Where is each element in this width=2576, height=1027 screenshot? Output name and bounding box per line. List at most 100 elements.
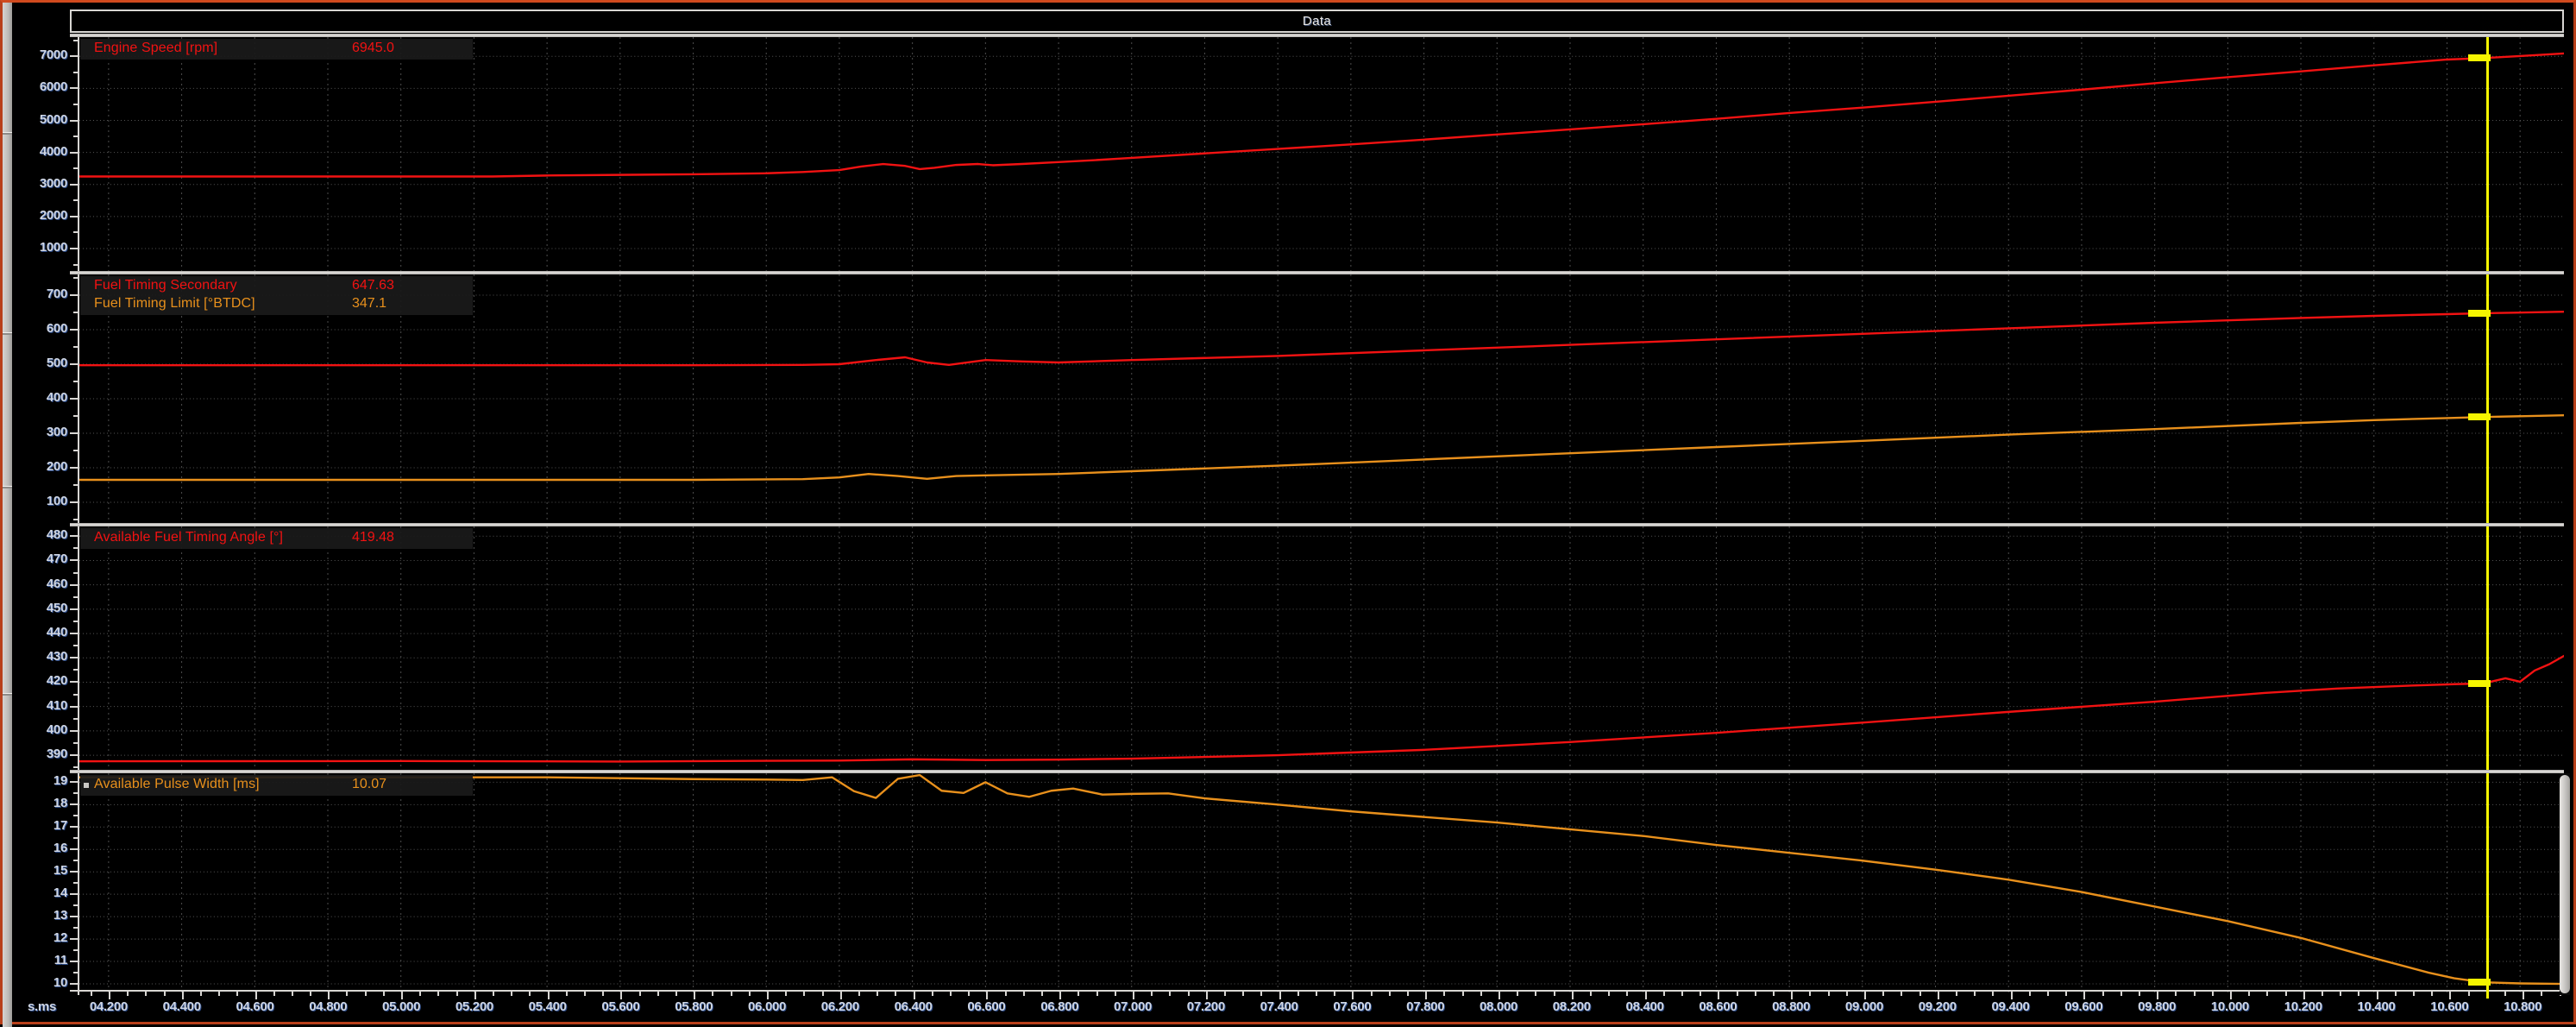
splitter-nub[interactable]: [3, 332, 12, 335]
x-axis-tick: [1937, 992, 1939, 999]
legend-row[interactable]: Engine Speed [rpm] 6945.0: [80, 40, 473, 58]
legend-row[interactable]: Available Fuel Timing Angle [°] 419.48: [80, 529, 473, 547]
x-axis-minor-tick: [199, 992, 202, 996]
x-axis-tick-label: 07.600: [1333, 999, 1372, 1014]
time-cursor-line[interactable]: [2485, 37, 2489, 271]
y-tick-mark: [70, 681, 79, 684]
x-axis-tick: [1059, 992, 1062, 999]
x-axis-tick: [1205, 992, 1208, 999]
cursor-value-marker: [2467, 54, 2491, 62]
y-axis-tick-label: 3000: [39, 175, 67, 191]
time-cursor-line[interactable]: [2485, 274, 2489, 523]
y-minor-tick-mark: [73, 199, 79, 202]
y-minor-tick-mark: [73, 669, 79, 671]
plot-area-fuel-timing[interactable]: [79, 274, 2564, 523]
legend-channel-name: Available Pulse Width [ms]: [94, 777, 260, 791]
x-axis-tick: [181, 992, 184, 999]
legend-channel-name: Fuel Timing Limit [°BTDC]: [94, 296, 255, 311]
x-axis-tick: [328, 992, 330, 999]
splitter-nub[interactable]: [3, 486, 12, 488]
graph-panel-available-fuel-timing-angle[interactable]: 390 400 410 420 430 440 450 460 470 480 Available …: [12, 523, 2571, 770]
panel-splitter-rail[interactable]: [3, 3, 12, 1027]
x-axis-minor-tick: [1974, 992, 1976, 996]
x-axis-tick: [2229, 992, 2232, 999]
plot-area-available-pulse-width[interactable]: [79, 773, 2564, 995]
vertical-scrollbar[interactable]: [2560, 773, 2570, 995]
legend-fuel-timing[interactable]: Fuel Timing Secondary 647.63 Fuel Timing L…: [80, 276, 473, 315]
panel-divider[interactable]: [70, 523, 2564, 526]
x-axis-minor-tick: [821, 992, 824, 996]
x-axis-tick: [1425, 992, 1428, 999]
scrollbar-thumb[interactable]: [2560, 775, 2570, 993]
panel-divider[interactable]: [70, 770, 2564, 773]
plot-area-available-fuel-timing-angle[interactable]: [79, 526, 2564, 770]
x-axis-minor-tick: [127, 992, 129, 996]
x-axis-tick: [839, 992, 842, 999]
legend-channel-value: 647.63: [352, 278, 394, 293]
x-axis-tick: [2303, 992, 2305, 999]
x-axis-minor-tick: [1242, 992, 1245, 996]
graph-panel-fuel-timing[interactable]: 100 200 300 400 500 600 700 Fuel Timing Seconda…: [12, 271, 2571, 523]
legend-available-pulse-width[interactable]: Available Pulse Width [ms] 10.07: [80, 775, 473, 796]
y-axis-engine-speed: 1000 2000 3000 4000 5000 6000 7000: [12, 37, 79, 271]
graph-panel-engine-speed[interactable]: 1000 2000 3000 4000 5000 6000 7000 Engine Speed…: [12, 34, 2571, 271]
x-axis-minor-tick: [657, 992, 659, 996]
x-axis-tick-label: 05.200: [455, 999, 493, 1014]
x-axis-minor-tick: [895, 992, 897, 996]
legend-channel-name: Fuel Timing Secondary: [94, 278, 237, 293]
y-tick-mark: [70, 183, 79, 186]
panel-divider[interactable]: [70, 34, 2564, 37]
x-axis-minor-tick: [730, 992, 732, 996]
x-axis-minor-tick: [236, 992, 239, 996]
legend-engine-speed[interactable]: Engine Speed [rpm] 6945.0: [80, 39, 473, 60]
y-axis-tick-label: 6000: [39, 79, 67, 95]
series-line: [79, 311, 2564, 367]
splitter-nub[interactable]: [3, 693, 12, 696]
x-axis-minor-tick: [1041, 992, 1044, 996]
x-axis-minor-tick: [1589, 992, 1592, 996]
y-tick-mark: [70, 535, 79, 538]
x-axis-tick: [2376, 992, 2378, 999]
legend-available-fuel-timing-angle[interactable]: Available Fuel Timing Angle [°] 419.48: [80, 528, 473, 549]
x-axis-minor-tick: [1096, 992, 1098, 996]
splitter-nub[interactable]: [3, 132, 12, 135]
y-minor-tick-mark: [73, 717, 79, 720]
x-axis-tick: [1791, 992, 1794, 999]
x-axis-minor-tick: [2028, 992, 2031, 996]
x-axis-minor-tick: [2412, 992, 2415, 996]
y-axis-tick-label: 410: [46, 697, 67, 713]
y-tick-mark: [70, 657, 79, 659]
y-axis-tick-label: 100: [46, 494, 67, 508]
plot-area-engine-speed[interactable]: [79, 37, 2564, 271]
panel-divider[interactable]: [70, 271, 2564, 274]
y-axis-tick-label: 400: [46, 390, 67, 405]
x-axis-tick: [474, 992, 476, 999]
x-axis-minor-tick: [437, 992, 440, 996]
y-minor-tick-mark: [73, 231, 79, 234]
legend-row[interactable]: Available Pulse Width [ms] 10.07: [80, 776, 473, 794]
time-cursor-line[interactable]: [2485, 773, 2489, 995]
y-minor-tick-mark: [73, 547, 79, 550]
x-axis-tick-label: 08.000: [1479, 999, 1518, 1014]
legend-row[interactable]: Fuel Timing Secondary 647.63: [80, 277, 473, 295]
legend-row[interactable]: Fuel Timing Limit [°BTDC] 347.1: [80, 295, 473, 313]
x-axis-tick-label: 07.800: [1406, 999, 1445, 1014]
y-minor-tick-mark: [73, 415, 79, 417]
y-minor-tick-mark: [73, 135, 79, 138]
x-axis-minor-tick: [1169, 992, 1172, 996]
x-axis-minor-tick: [2102, 992, 2104, 996]
x-axis-minor-tick: [1845, 992, 1848, 996]
y-minor-tick-mark: [73, 645, 79, 647]
x-axis-unit-label: s.ms: [28, 999, 56, 1014]
x-axis-minor-tick: [1919, 992, 1921, 996]
time-cursor-line[interactable]: [2485, 526, 2489, 770]
y-axis-tick-label: 10: [53, 975, 67, 991]
series-line: [79, 654, 2564, 763]
x-axis-minor-tick: [1827, 992, 1830, 996]
y-axis-tick-label: 13: [53, 908, 67, 923]
graph-panel-available-pulse-width[interactable]: 10 11 12 13 14 15 16 17 18 19 Available Pulse Widt…: [12, 770, 2571, 995]
x-axis-tick: [547, 992, 550, 999]
y-minor-tick-mark: [73, 277, 79, 279]
legend-channel-value: 10.07: [352, 777, 387, 791]
x-axis-minor-tick: [218, 992, 221, 996]
